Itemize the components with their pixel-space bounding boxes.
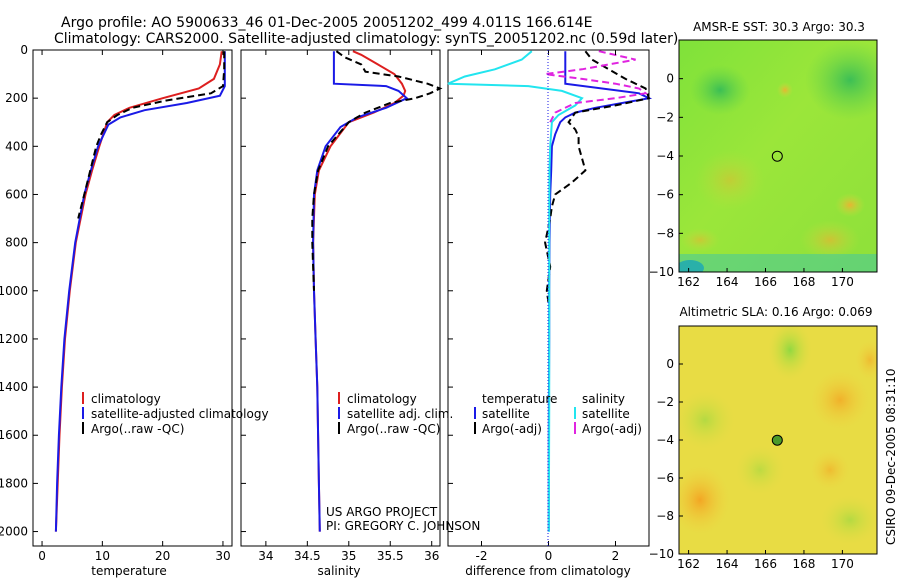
sst-map	[679, 40, 877, 272]
project-note-line-1: US ARGO PROJECT	[326, 505, 438, 519]
sla_map-ytick-label: −6	[656, 471, 674, 485]
salinity-panel-frame	[240, 49, 441, 547]
sla-argo-location-marker	[771, 434, 783, 446]
sla_map-ytick-label: −10	[649, 547, 674, 561]
sla_map-xtick-label: 162	[677, 557, 700, 571]
temperature-panel-frame	[32, 49, 233, 547]
salinity-xtick-label: 36	[424, 549, 439, 563]
depth-tick-label: 800	[5, 236, 28, 250]
salinity-xtick-label: 35	[341, 549, 356, 563]
legend-satellite-adjusted: satellite-adjusted climatology	[91, 407, 269, 421]
difference-panel	[447, 49, 653, 546]
sst_map-ytick-label: −2	[656, 110, 674, 124]
difference-series-salinity-argo-adj-	[544, 50, 649, 123]
sla_map-xtick-label: 170	[831, 557, 854, 571]
sst_map-xtick-label: 170	[831, 275, 854, 289]
depth-tick-label: 2000	[0, 525, 28, 539]
sla_map-ytick-label: 0	[666, 357, 674, 371]
temperature-xtick-label: 20	[155, 549, 170, 563]
project-note-line-2: PI: GREGORY C. JOHNSON	[326, 519, 480, 533]
legend-sal-satellite-diff: satellite	[582, 407, 630, 421]
salinity-axis-label: salinity	[317, 564, 360, 578]
csiro-timestamp: CSIRO 09-Dec-2005 08:31:10	[884, 368, 898, 545]
sst_map-xtick-label: 166	[754, 275, 777, 289]
sst_map-xtick-label: 168	[792, 275, 815, 289]
temperature-axis-label: temperature	[91, 564, 166, 578]
depth-tick-label: 1000	[0, 284, 28, 298]
salinity-panel	[241, 49, 443, 546]
sst_map-xtick-label: 164	[716, 275, 739, 289]
salinity-series-climatology	[312, 50, 407, 532]
figure-title-line-2: Climatology: CARS2000. Satellite-adjuste…	[54, 31, 678, 47]
temperature-panel	[33, 49, 226, 546]
legend-temp-satellite: satellite	[482, 407, 530, 421]
figure-title-line-1: Argo profile: AO 5900633_46 01-Dec-2005 …	[61, 15, 592, 31]
difference-xtick-label: -2	[476, 549, 488, 563]
legend-sal-argo-diff: Argo(-adj)	[582, 422, 642, 436]
salinity-series-argo-raw-qc-	[311, 50, 443, 291]
salinity-legend: climatology satellite adj. clim. Argo(..…	[338, 392, 453, 436]
x-tick-labels: 0 10 20 30 34 34.5 35 35.5 36 -2 0 2	[38, 549, 619, 563]
sst_map-xtick-label: 162	[677, 275, 700, 289]
depth-tick-label: 1400	[0, 380, 28, 394]
sst_map-ytick-label: 0	[666, 72, 674, 86]
temperature-series-satellite-adjusted-climatology	[54, 51, 226, 532]
temperature-xtick-label: 10	[95, 549, 110, 563]
legend-salinity-heading: salinity	[582, 392, 625, 406]
depth-tick-label: 400	[5, 139, 28, 153]
salinity-xtick-label: 34	[258, 549, 273, 563]
sla_map-xtick-label: 164	[716, 557, 739, 571]
legend-sal-satellite: satellite adj. clim.	[347, 407, 453, 421]
temperature-series-argo-raw-qc-	[77, 51, 226, 219]
sst_map-ytick-label: −8	[656, 226, 674, 240]
depth-tick-label: 1600	[0, 428, 28, 442]
depth-tick-label: 1800	[0, 476, 28, 490]
depth-tick-labels: 0 200 400 600 800 1000 1200 1400 1600 1800 2000	[0, 43, 28, 539]
sla_map-xtick-label: 166	[754, 557, 777, 571]
salinity-xtick-label: 35.5	[377, 549, 404, 563]
temperature-legend: climatology satellite-adjusted climatolo…	[82, 392, 269, 436]
difference-xtick-label: 2	[612, 549, 620, 563]
depth-tick-label: 1200	[0, 332, 28, 346]
difference-xtick-label: 0	[545, 549, 553, 563]
legend-climatology: climatology	[91, 392, 161, 406]
difference-series-temperature-satellite	[547, 51, 653, 532]
legend-temperature-heading: temperature	[482, 392, 557, 406]
legend-sal-argo: Argo(..raw -QC)	[347, 422, 440, 436]
difference-legend: temperature satellite Argo(-adj) salinit…	[474, 392, 642, 436]
depth-tick-label: 600	[5, 187, 28, 201]
sla_map-ytick-label: −4	[656, 433, 674, 447]
sst-argo-location-marker	[771, 150, 783, 162]
depth-tick-label: 0	[20, 43, 28, 57]
sst_map-ytick-label: −10	[649, 265, 674, 279]
sla_map-ytick-label: −8	[656, 509, 674, 523]
sst_map-ytick-label: −6	[656, 188, 674, 202]
temperature-xtick-label: 30	[215, 549, 230, 563]
sla_map-xtick-label: 168	[792, 557, 815, 571]
temperature-series-climatology	[54, 51, 223, 532]
difference-series-temperature-argo-adj-	[544, 50, 651, 303]
sla-map-title: Altimetric SLA: 0.16 Argo: 0.069	[679, 305, 872, 319]
legend-sal-climatology: climatology	[347, 392, 417, 406]
salinity-series-satellite-adj-clim-	[312, 51, 409, 532]
sla_map-ytick-label: −2	[656, 395, 674, 409]
difference-series-salinity-satellite	[447, 50, 584, 532]
temperature-xtick-label: 0	[38, 549, 46, 563]
sst_map-ytick-label: −4	[656, 149, 674, 163]
difference-axis-label: difference from climatology	[465, 564, 631, 578]
salinity-xtick-label: 34.5	[294, 549, 321, 563]
legend-temp-argo: Argo(-adj)	[482, 422, 542, 436]
depth-tick-label: 200	[5, 91, 28, 105]
legend-argo: Argo(..raw -QC)	[91, 422, 184, 436]
sst-map-title: AMSR-E SST: 30.3 Argo: 30.3	[693, 20, 865, 34]
